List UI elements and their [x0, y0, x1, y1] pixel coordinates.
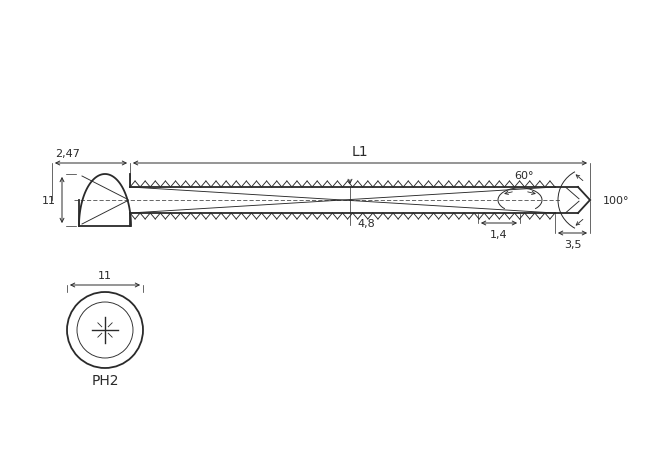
Text: L1: L1: [352, 145, 368, 159]
Text: 11: 11: [42, 196, 56, 206]
Text: 100°: 100°: [603, 196, 629, 206]
Text: 4,8: 4,8: [357, 218, 375, 228]
Text: 2,47: 2,47: [55, 149, 80, 159]
Text: 1,4: 1,4: [490, 229, 508, 239]
Text: 11: 11: [98, 270, 112, 280]
Text: 60°: 60°: [515, 171, 534, 181]
Text: 3,5: 3,5: [564, 239, 581, 249]
Text: PH2: PH2: [91, 373, 119, 387]
